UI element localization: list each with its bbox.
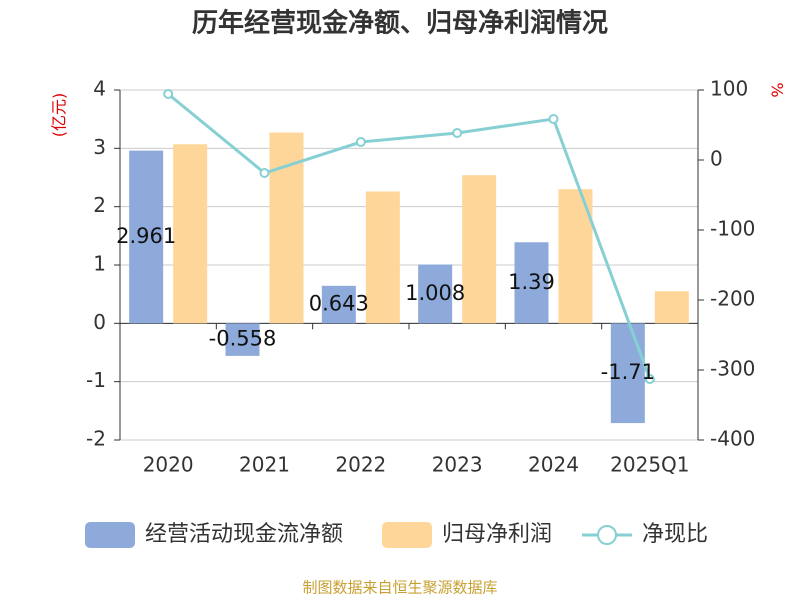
- bar: [654, 291, 689, 324]
- x-tick-label: 2023: [432, 453, 483, 477]
- legend-label: 归母净利润: [442, 522, 552, 547]
- y-tick-label: 4: [93, 77, 106, 101]
- line-point: [259, 168, 270, 179]
- line-point: [355, 137, 366, 148]
- bar: [462, 175, 497, 324]
- y2-tick-label: -400: [710, 427, 755, 451]
- y-tick-label: -2: [86, 427, 106, 451]
- bar: [418, 264, 453, 324]
- y-tick-label: 2: [93, 193, 106, 217]
- y2-tick-label: 100: [710, 77, 748, 101]
- y2-tick-label: -200: [710, 287, 755, 311]
- line-point: [548, 113, 559, 124]
- line-point: [163, 88, 174, 99]
- bar: [365, 191, 400, 324]
- y-tick-label: 0: [93, 310, 106, 334]
- line-point: [644, 374, 655, 385]
- y2-tick-label: -300: [710, 357, 755, 381]
- chart-title: 历年经营现金净额、归母净利润情况: [192, 8, 608, 39]
- x-tick-label: 2020: [143, 453, 194, 477]
- x-tick-label: 2024: [528, 453, 579, 477]
- bar: [514, 242, 549, 324]
- y-tick-label: 3: [93, 135, 106, 159]
- x-tick-label: 2022: [335, 453, 386, 477]
- legend-swatch: [597, 525, 617, 545]
- bar: [610, 323, 645, 424]
- x-tick-label: 2025Q1: [610, 453, 689, 477]
- legend-label: 经营活动现金流净额: [145, 522, 343, 547]
- y-tick-label: 1: [93, 252, 106, 276]
- bar: [321, 285, 356, 324]
- bar: [225, 323, 260, 356]
- y-tick-label: -1: [86, 368, 106, 392]
- legend-swatch: [85, 522, 135, 548]
- source-note: 制图数据来自恒生聚源数据库: [302, 579, 497, 597]
- legend-label: 净现比: [642, 522, 708, 547]
- x-tick-label: 2021: [239, 453, 290, 477]
- y2-tick-label: 0: [710, 147, 723, 171]
- data-label: 0.643: [309, 292, 369, 316]
- legend-swatch: [382, 522, 432, 548]
- line: [167, 92, 652, 380]
- y-axis-label: (亿元): [50, 93, 69, 138]
- y2-tick-label: -100: [710, 217, 755, 241]
- data-label: 2.961: [116, 224, 176, 248]
- bar: [129, 150, 164, 324]
- data-label: -1.71: [601, 360, 655, 384]
- data-label: -0.558: [209, 327, 277, 351]
- data-label: 1.39: [508, 270, 555, 294]
- data-label: 1.008: [405, 281, 465, 305]
- bar: [173, 144, 208, 324]
- y2-axis-label: %: [768, 82, 787, 97]
- line-point: [452, 127, 463, 138]
